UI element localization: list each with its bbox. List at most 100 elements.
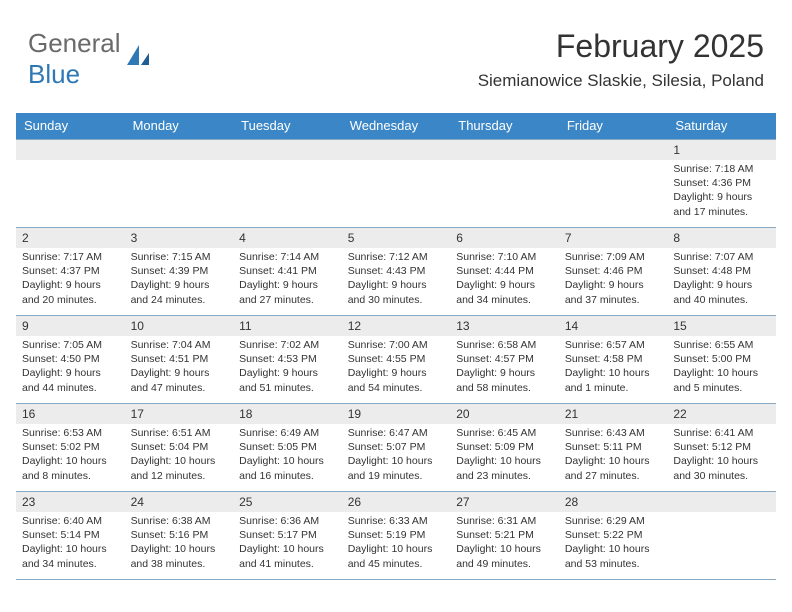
sunrise-line: Sunrise: 6:38 AM bbox=[131, 515, 211, 527]
title-block: February 2025 Siemianowice Slaskie, Sile… bbox=[478, 28, 764, 91]
sunrise-line: Sunrise: 7:15 AM bbox=[131, 251, 211, 263]
day-cell bbox=[125, 140, 234, 228]
sunset-line: Sunset: 5:02 PM bbox=[22, 441, 100, 453]
day-cell: 24Sunrise: 6:38 AMSunset: 5:16 PMDayligh… bbox=[125, 492, 234, 580]
day-cell: 19 Sunrise: 6:47 AM Sunset: 5:07 PM Dayligh… bbox=[342, 404, 451, 492]
sunset-line: Sunset: 4:41 PM bbox=[239, 265, 317, 277]
sunset-line: Sunset: 5:04 PM bbox=[131, 441, 209, 453]
day-cell: 5Sunrise: 7:12 AMSunset: 4:43 PMDaylight… bbox=[342, 228, 451, 316]
sunset-line: Sunset: 5:00 PM bbox=[673, 353, 751, 365]
sunset-line: Sunset: 4:46 PM bbox=[565, 265, 643, 277]
day-number: 20 bbox=[450, 404, 559, 424]
day-number: 23 bbox=[16, 492, 125, 512]
sunset-line: Sunset: 5:17 PM bbox=[239, 529, 317, 541]
day-number: 21 bbox=[559, 404, 668, 424]
day-number: 13 bbox=[450, 316, 559, 336]
daylight-line: Daylight: 10 hours and 12 minutes. bbox=[131, 455, 216, 481]
day-number: 12 bbox=[342, 316, 451, 336]
day-number bbox=[450, 140, 559, 160]
day-cell: 1Sunrise: 7:18 AMSunset: 4:36 PMDaylight… bbox=[667, 140, 776, 228]
day-cell: 18Sunrise: 6:49 AMSunset: 5:05 PMDayligh… bbox=[233, 404, 342, 492]
sunrise-line: Sunrise: 6:57 AM bbox=[565, 339, 645, 351]
daylight-line: Daylight: 10 hours and 5 minutes. bbox=[673, 367, 758, 393]
sunrise-line: Sunrise: 7:18 AM bbox=[673, 163, 753, 175]
day-number: 8 bbox=[667, 228, 776, 248]
logo-word-blue: Blue bbox=[28, 59, 80, 89]
daylight-line: Daylight: 9 hours and 54 minutes. bbox=[348, 367, 427, 393]
sunrise-line: Sunrise: 6:29 AM bbox=[565, 515, 645, 527]
day-details: Sunrise: 7:12 AMSunset: 4:43 PMDaylight:… bbox=[342, 248, 451, 311]
daylight-line: Daylight: 10 hours and 34 minutes. bbox=[22, 543, 107, 569]
sunrise-line: Sunrise: 6:47 AM bbox=[348, 427, 428, 439]
day-cell bbox=[667, 492, 776, 580]
day-details: Sunrise: 7:02 AMSunset: 4:53 PMDaylight:… bbox=[233, 336, 342, 399]
daylight-line: Daylight: 10 hours and 41 minutes. bbox=[239, 543, 324, 569]
daylight-line: Daylight: 9 hours and 17 minutes. bbox=[673, 191, 752, 217]
day-number: 5 bbox=[342, 228, 451, 248]
day-number bbox=[16, 140, 125, 160]
day-cell: 4Sunrise: 7:14 AMSunset: 4:41 PMDaylight… bbox=[233, 228, 342, 316]
daylight-line: Daylight: 9 hours and 20 minutes. bbox=[22, 279, 101, 305]
logo-word-general: General bbox=[28, 28, 121, 58]
day-details: Sunrise: 6:53 AMSunset: 5:02 PMDaylight:… bbox=[16, 424, 125, 487]
day-number: 22 bbox=[667, 404, 776, 424]
day-number bbox=[125, 140, 234, 160]
day-cell: 14Sunrise: 6:57 AMSunset: 4:58 PMDayligh… bbox=[559, 316, 668, 404]
day-number: 19 bbox=[342, 404, 451, 424]
sunset-line: Sunset: 4:44 PM bbox=[456, 265, 534, 277]
logo-text: General Blue bbox=[28, 28, 121, 90]
day-details: Sunrise: 7:07 AMSunset: 4:48 PMDaylight:… bbox=[667, 248, 776, 311]
sunset-line: Sunset: 5:07 PM bbox=[348, 441, 426, 453]
day-details: Sunrise: 7:00 AMSunset: 4:55 PMDaylight:… bbox=[342, 336, 451, 399]
day-details: Sunrise: 6:51 AM Sunset: 5:04 PM Daylight:… bbox=[125, 424, 234, 487]
day-details: Sunrise: 7:15 AMSunset: 4:39 PMDaylight:… bbox=[125, 248, 234, 311]
day-cell bbox=[233, 140, 342, 228]
day-cell: 6Sunrise: 7:10 AMSunset: 4:44 PMDaylight… bbox=[450, 228, 559, 316]
day-header: Monday bbox=[125, 113, 234, 140]
day-number: 24 bbox=[125, 492, 234, 512]
day-details: Sunrise: 6:36 AM Sunset: 5:17 PM Daylight:… bbox=[233, 512, 342, 575]
daylight-line: Daylight: 10 hours and 45 minutes. bbox=[348, 543, 433, 569]
sunrise-line: Sunrise: 6:58 AM bbox=[456, 339, 536, 351]
day-header: Friday bbox=[559, 113, 668, 140]
day-details: Sunrise: 6:31 AMSunset: 5:21 PMDaylight:… bbox=[450, 512, 559, 575]
week-row: 9Sunrise: 7:05 AMSunset: 4:50 PMDaylight… bbox=[16, 316, 776, 404]
day-number bbox=[233, 140, 342, 160]
calendar-head: SundayMondayTuesdayWednesdayThursdayFrid… bbox=[16, 113, 776, 140]
day-number: 11 bbox=[233, 316, 342, 336]
day-cell: 16Sunrise: 6:53 AMSunset: 5:02 PMDayligh… bbox=[16, 404, 125, 492]
sunrise-line: Sunrise: 6:55 AM bbox=[673, 339, 753, 351]
daylight-line: Daylight: 10 hours and 19 minutes. bbox=[348, 455, 433, 481]
daylight-line: Daylight: 9 hours and 34 minutes. bbox=[456, 279, 535, 305]
sunset-line: Sunset: 5:12 PM bbox=[673, 441, 751, 453]
day-details: Sunrise: 7:05 AMSunset: 4:50 PMDaylight:… bbox=[16, 336, 125, 399]
daylight-line: Daylight: 9 hours and 58 minutes. bbox=[456, 367, 535, 393]
day-details: Sunrise: 6:55 AM Sunset: 5:00 PM Daylight:… bbox=[667, 336, 776, 399]
sail-icon bbox=[125, 43, 151, 69]
day-details: Sunrise: 6:58 AMSunset: 4:57 PMDaylight:… bbox=[450, 336, 559, 399]
day-details: Sunrise: 6:29 AMSunset: 5:22 PMDaylight:… bbox=[559, 512, 668, 575]
day-number: 6 bbox=[450, 228, 559, 248]
day-details: Sunrise: 6:45 AMSunset: 5:09 PMDaylight:… bbox=[450, 424, 559, 487]
daylight-line: Daylight: 10 hours and 16 minutes. bbox=[239, 455, 324, 481]
daylight-line: Daylight: 9 hours and 47 minutes. bbox=[131, 367, 210, 393]
sunset-line: Sunset: 4:55 PM bbox=[348, 353, 426, 365]
day-cell: 3Sunrise: 7:15 AMSunset: 4:39 PMDaylight… bbox=[125, 228, 234, 316]
sunrise-line: Sunrise: 6:36 AM bbox=[239, 515, 319, 527]
sunset-line: Sunset: 4:39 PM bbox=[131, 265, 209, 277]
sunrise-line: Sunrise: 6:33 AM bbox=[348, 515, 428, 527]
day-cell: 17Sunrise: 6:51 AMSunset: 5:04 PMDayligh… bbox=[125, 404, 234, 492]
day-details: Sunrise: 6:49 AMSunset: 5:05 PMDaylight:… bbox=[233, 424, 342, 487]
sunrise-line: Sunrise: 7:05 AM bbox=[22, 339, 102, 351]
sunset-line: Sunset: 4:51 PM bbox=[131, 353, 209, 365]
day-cell: 8Sunrise: 7:07 AMSunset: 4:48 PMDaylight… bbox=[667, 228, 776, 316]
day-details: Sunrise: 6:33 AMSunset: 5:19 PMDaylight:… bbox=[342, 512, 451, 575]
sunset-line: Sunset: 5:22 PM bbox=[565, 529, 643, 541]
day-cell: 23Sunrise: 6:40 AMSunset: 5:14 PMDayligh… bbox=[16, 492, 125, 580]
day-number: 7 bbox=[559, 228, 668, 248]
sunrise-line: Sunrise: 6:51 AM bbox=[131, 427, 211, 439]
day-number bbox=[342, 140, 451, 160]
daylight-line: Daylight: 9 hours and 40 minutes. bbox=[673, 279, 752, 305]
day-details: Sunrise: 6:40 AMSunset: 5:14 PMDaylight:… bbox=[16, 512, 125, 575]
week-row: 1Sunrise: 7:18 AMSunset: 4:36 PMDaylight… bbox=[16, 140, 776, 228]
